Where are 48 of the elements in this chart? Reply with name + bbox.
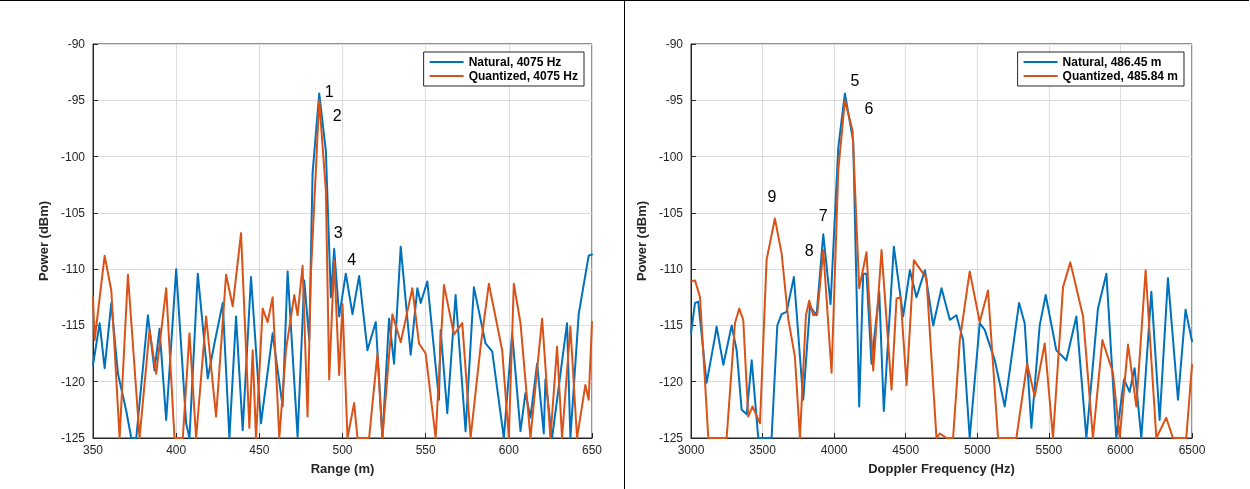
y-tick-label: -105 <box>60 205 86 220</box>
legend-label: Quantized, 485.84 m <box>1062 69 1179 83</box>
y-tick-label: -90 <box>67 37 86 51</box>
y-tick-label: -120 <box>658 374 684 389</box>
y-tick-label: -115 <box>659 318 684 333</box>
y-tick-label: -100 <box>60 149 86 164</box>
y-axis-title: Power (dBm) <box>634 200 650 282</box>
legend-label: Natural, 486.45 m <box>1062 55 1162 69</box>
y-tick-label: -110 <box>659 262 684 277</box>
y-tick-label: -90 <box>665 37 684 51</box>
x-tick-label: 6500 <box>1178 443 1206 457</box>
x-axis-title: Range (m) <box>310 461 375 476</box>
annotation: 3 <box>333 224 343 242</box>
annotation: 4 <box>347 251 357 269</box>
x-tick-label: 6000 <box>1107 443 1135 457</box>
annotation: 5 <box>850 72 860 90</box>
x-tick-label: 3500 <box>749 443 777 457</box>
annotation: 8 <box>804 241 814 259</box>
y-tick-label: -125 <box>60 431 86 445</box>
y-tick-label: -120 <box>60 374 86 389</box>
x-tick-label: 450 <box>249 443 270 457</box>
annotation: 2 <box>332 106 342 124</box>
annotation: 1 <box>324 83 334 101</box>
y-tick-label: -115 <box>61 318 86 333</box>
x-tick-label: 500 <box>332 443 353 457</box>
y-tick-label: -105 <box>658 205 684 220</box>
x-tick-label: 400 <box>166 443 187 457</box>
x-tick-label: 350 <box>82 443 104 457</box>
x-tick-label: 550 <box>415 443 436 457</box>
x-tick-label: 650 <box>581 443 603 457</box>
x-tick-label: 4500 <box>892 443 920 457</box>
x-tick-label: 5500 <box>1035 443 1063 457</box>
annotation: 9 <box>767 187 777 205</box>
x-tick-label: 4000 <box>820 443 848 457</box>
annotation: 6 <box>864 99 874 117</box>
y-tick-label: -95 <box>665 93 684 108</box>
x-tick-label: 600 <box>498 443 520 457</box>
annotation: 7 <box>818 206 828 224</box>
y-tick-label: -125 <box>658 431 684 445</box>
y-axis-title: Power (dBm) <box>36 200 52 282</box>
y-tick-label: -100 <box>658 149 684 164</box>
x-axis-title: Doppler Frequency (Hz) <box>868 461 1015 476</box>
y-tick-label: -95 <box>67 93 86 108</box>
legend-label: Quantized, 4075 Hz <box>468 69 579 83</box>
legend-label: Natural, 4075 Hz <box>468 55 562 69</box>
x-tick-label: 3000 <box>677 443 705 457</box>
y-tick-label: -110 <box>61 262 86 277</box>
x-tick-label: 5000 <box>963 443 991 457</box>
